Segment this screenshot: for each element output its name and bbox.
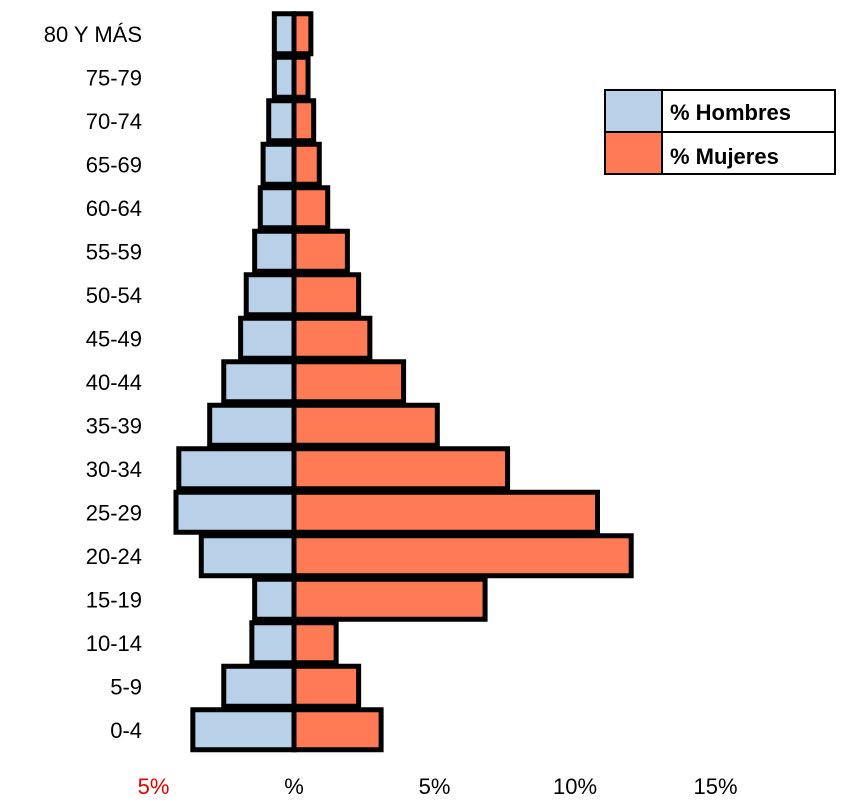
bar-hombres-0-4 — [190, 707, 297, 753]
category-label: 15-19 — [86, 587, 142, 612]
legend-swatch-hombres — [606, 91, 661, 131]
category-label: 70-74 — [86, 109, 142, 134]
bar-mujeres-45-49 — [291, 315, 373, 361]
x-axis-tick-labels: 5%% 5% 10% 15% — [138, 774, 738, 799]
bar-hombres-30-34 — [176, 446, 297, 492]
bar-hombres-15-19 — [252, 576, 297, 622]
bar-hombres-55-59 — [252, 228, 297, 274]
bar-mujeres-20-24 — [291, 533, 634, 579]
bar-mujeres-80-y-más — [291, 11, 314, 57]
bar-mujeres-0-4 — [291, 707, 384, 753]
bar-hombres-70-74 — [266, 98, 297, 144]
legend-label-hombres: % Hombres — [670, 100, 791, 125]
bar-hombres-40-44 — [221, 359, 297, 405]
category-label: 35-39 — [86, 413, 142, 438]
x-tick-label: 5% — [419, 774, 451, 799]
bar-hombres-35-39 — [207, 402, 297, 448]
bar-hombres-80-y-más — [271, 11, 297, 57]
category-label: 65-69 — [86, 152, 142, 177]
bar-hombres-75-79 — [271, 54, 297, 100]
bar-mujeres-70-74 — [291, 98, 317, 144]
category-labels: 0-4 5-9 10-14 15-19 20-24 25-29 30-34 35-39 40-4… — [44, 22, 142, 743]
category-label: 0-4 — [110, 718, 142, 743]
category-label: 55-59 — [86, 239, 142, 264]
category-label: 30-34 — [86, 457, 142, 482]
category-label: 20-24 — [86, 544, 142, 569]
category-label: 25-29 — [86, 500, 142, 525]
x-tick-label: 10% — [553, 774, 597, 799]
bar-hombres-50-54 — [243, 272, 297, 318]
category-label: 80 Y MÁS — [44, 22, 142, 47]
bar-mujeres-10-14 — [291, 620, 339, 666]
bar-mujeres-15-19 — [291, 576, 488, 622]
bar-mujeres-75-79 — [291, 54, 311, 100]
bar-hombres-45-49 — [238, 315, 297, 361]
bars-group — [173, 11, 634, 753]
bar-mujeres-5-9 — [291, 663, 362, 709]
category-label: 50-54 — [86, 283, 142, 308]
bar-mujeres-55-59 — [291, 228, 350, 274]
x-tick-label: 15% — [693, 774, 737, 799]
category-label: 75-79 — [86, 65, 142, 90]
category-label: 60-64 — [86, 196, 142, 221]
legend-swatch-mujeres — [606, 133, 661, 173]
x-tick-label: 5% — [138, 774, 170, 799]
category-label: 5-9 — [110, 674, 142, 699]
category-label: 10-14 — [86, 631, 142, 656]
bar-mujeres-40-44 — [291, 359, 407, 405]
bar-mujeres-35-39 — [291, 402, 440, 448]
bar-hombres-25-29 — [173, 489, 297, 535]
bar-mujeres-65-69 — [291, 141, 322, 187]
bar-hombres-5-9 — [221, 663, 297, 709]
bar-hombres-10-14 — [249, 620, 297, 666]
bar-hombres-65-69 — [260, 141, 297, 187]
x-tick-label: % — [284, 774, 304, 799]
bar-hombres-20-24 — [198, 533, 297, 579]
bar-mujeres-30-34 — [291, 446, 511, 492]
legend: % Hombres % Mujeres — [604, 89, 836, 175]
bar-hombres-60-64 — [257, 185, 297, 231]
bar-mujeres-50-54 — [291, 272, 362, 318]
bar-mujeres-60-64 — [291, 185, 331, 231]
category-label: 45-49 — [86, 326, 142, 351]
bar-mujeres-25-29 — [291, 489, 600, 535]
category-label: 40-44 — [86, 370, 142, 395]
legend-label-mujeres: % Mujeres — [670, 144, 779, 169]
